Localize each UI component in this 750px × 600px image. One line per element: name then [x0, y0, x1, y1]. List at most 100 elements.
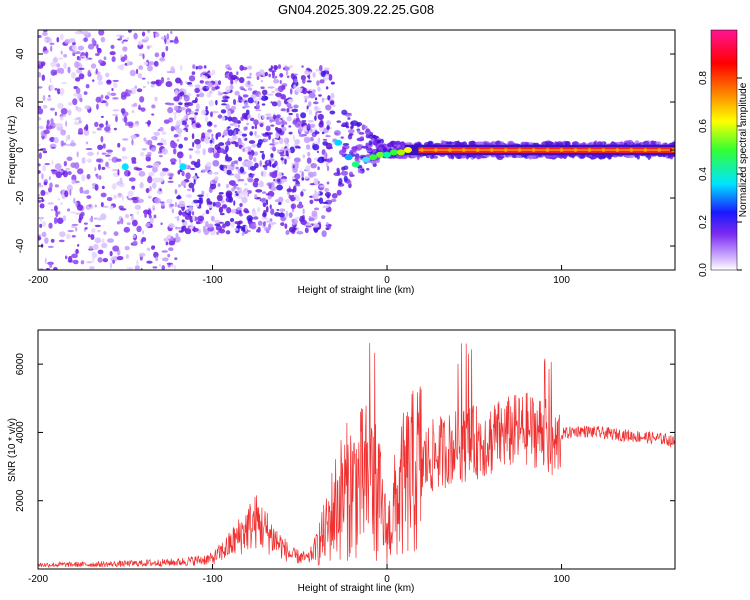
x-tick-label: 100 — [553, 275, 570, 286]
spectral-blob — [179, 96, 183, 100]
spectral-blob — [221, 115, 226, 122]
spectral-blob — [227, 67, 232, 71]
spectral-blob — [295, 117, 300, 123]
spectral-blob — [141, 77, 146, 80]
spectral-blob — [109, 205, 114, 210]
spectral-blob — [153, 214, 157, 219]
spectral-blob — [322, 205, 329, 209]
spectral-blob — [316, 80, 320, 86]
spectral-blob — [100, 36, 106, 43]
spectral-blob — [247, 87, 253, 91]
spectral-blob — [38, 86, 43, 89]
spectral-blob — [173, 96, 180, 102]
colorbar-tick-label: 0.8 — [698, 71, 709, 85]
spectral-blob — [265, 125, 271, 132]
spectral-blob — [293, 104, 299, 109]
spectral-blob — [273, 64, 278, 71]
spectral-blob — [79, 97, 83, 103]
spectral-blob — [62, 170, 69, 178]
snr-panel: -200 -100 0 100 2000 4000 6000 Height of stra… — [7, 329, 676, 594]
spectral-blob — [122, 46, 128, 52]
spectral-blob — [78, 67, 85, 70]
spectral-blob — [269, 204, 272, 210]
spectral-blob — [160, 222, 163, 226]
spectral-blob — [88, 204, 92, 208]
spectral-blob — [191, 187, 195, 193]
spectral-blob — [217, 80, 222, 86]
spectral-blob — [239, 64, 244, 71]
spectral-blob — [321, 97, 324, 103]
spectral-blob — [109, 262, 112, 269]
spectral-blob — [132, 234, 136, 238]
spectral-blob — [274, 160, 278, 167]
spectral-blob — [251, 84, 254, 87]
spectral-blob — [170, 125, 175, 132]
spectral-blob — [205, 105, 208, 111]
spectral-blob — [87, 43, 95, 50]
spectral-blob — [225, 230, 231, 235]
spectral-blob — [347, 117, 351, 120]
spectral-blob — [216, 132, 222, 138]
spectral-blob — [244, 183, 248, 186]
spectral-blob — [270, 208, 275, 215]
spectral-blob — [112, 97, 119, 100]
spectral-blob — [137, 40, 143, 46]
spectral-blob — [254, 130, 257, 136]
spectral-blob — [106, 196, 113, 202]
spectral-blob — [38, 170, 41, 174]
spectral-blob — [238, 156, 243, 162]
spectral-blob — [191, 133, 195, 140]
spectral-blob — [284, 157, 287, 165]
spectral-blob — [318, 94, 322, 97]
spectral-blob — [317, 110, 322, 113]
spectral-blob — [142, 85, 146, 89]
spectral-blob — [146, 260, 153, 264]
spectral-blob — [126, 195, 129, 199]
spectral-blob — [92, 130, 97, 134]
spectral-blob — [100, 192, 107, 198]
spectral-blob — [110, 256, 118, 262]
spectral-blob — [50, 238, 55, 243]
spectral-blob — [141, 148, 147, 151]
spectral-blob — [325, 104, 332, 111]
spectral-blob — [160, 76, 165, 84]
spectral-blob — [275, 132, 280, 139]
spectral-blob — [261, 103, 266, 106]
spectral-blob — [60, 140, 65, 147]
spectral-blob — [138, 252, 146, 257]
spectral-blob — [169, 40, 174, 43]
ridge-blob — [362, 156, 371, 163]
spectral-blob — [110, 44, 115, 50]
spectral-blob — [242, 148, 245, 152]
spectral-blob — [249, 117, 255, 122]
spectral-blob — [120, 56, 126, 63]
spectral-blob — [212, 159, 220, 167]
spectral-blob — [158, 154, 163, 158]
spectral-blob — [151, 104, 156, 109]
spectral-blob — [89, 217, 93, 222]
spectral-blob — [49, 263, 53, 268]
spectral-blob — [111, 87, 114, 92]
spectral-blob — [41, 199, 45, 202]
spectral-blob — [286, 75, 290, 79]
spectral-blob — [416, 153, 420, 161]
spectral-blob — [92, 79, 95, 82]
spectral-blob — [243, 89, 247, 92]
spectral-blob — [198, 197, 203, 200]
spectral-blob — [295, 86, 301, 92]
spectral-blob — [167, 77, 170, 81]
spectral-blob — [45, 267, 50, 270]
spectral-blob — [223, 167, 228, 174]
spectral-blob — [193, 114, 197, 121]
spectral-blob — [96, 173, 99, 180]
spectral-blob — [90, 233, 95, 241]
spectral-blob — [227, 110, 232, 117]
ridge-blob — [121, 163, 129, 171]
spectral-blob — [269, 119, 276, 122]
spectral-blob — [96, 127, 102, 131]
spectral-blob — [321, 131, 325, 135]
spectral-blob — [74, 61, 80, 69]
spectral-blob — [271, 90, 275, 93]
spectral-blob — [204, 136, 209, 142]
spectral-blob — [275, 171, 283, 179]
